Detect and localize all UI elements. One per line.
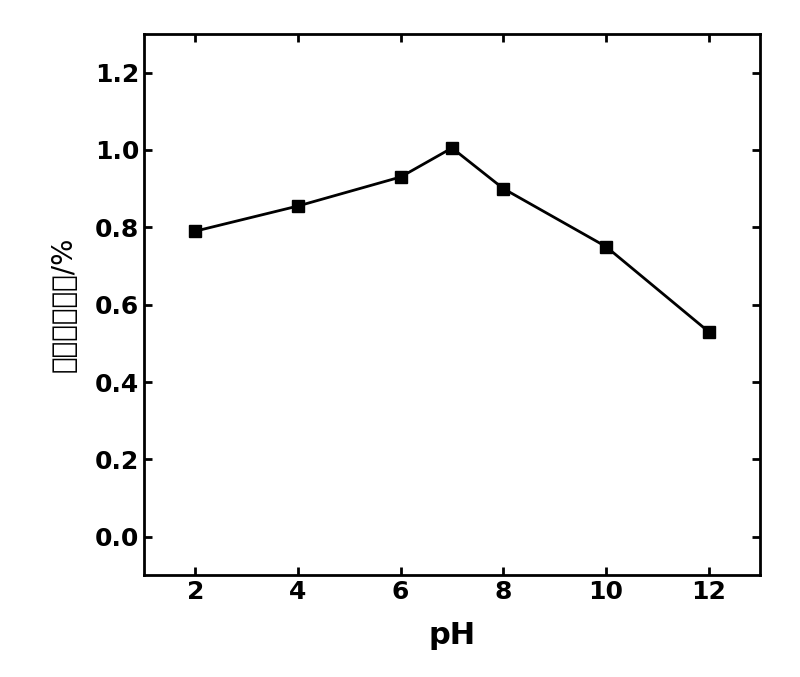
X-axis label: pH: pH xyxy=(429,621,475,650)
Y-axis label: 相对电流变化/%: 相对电流变化/% xyxy=(50,237,78,372)
